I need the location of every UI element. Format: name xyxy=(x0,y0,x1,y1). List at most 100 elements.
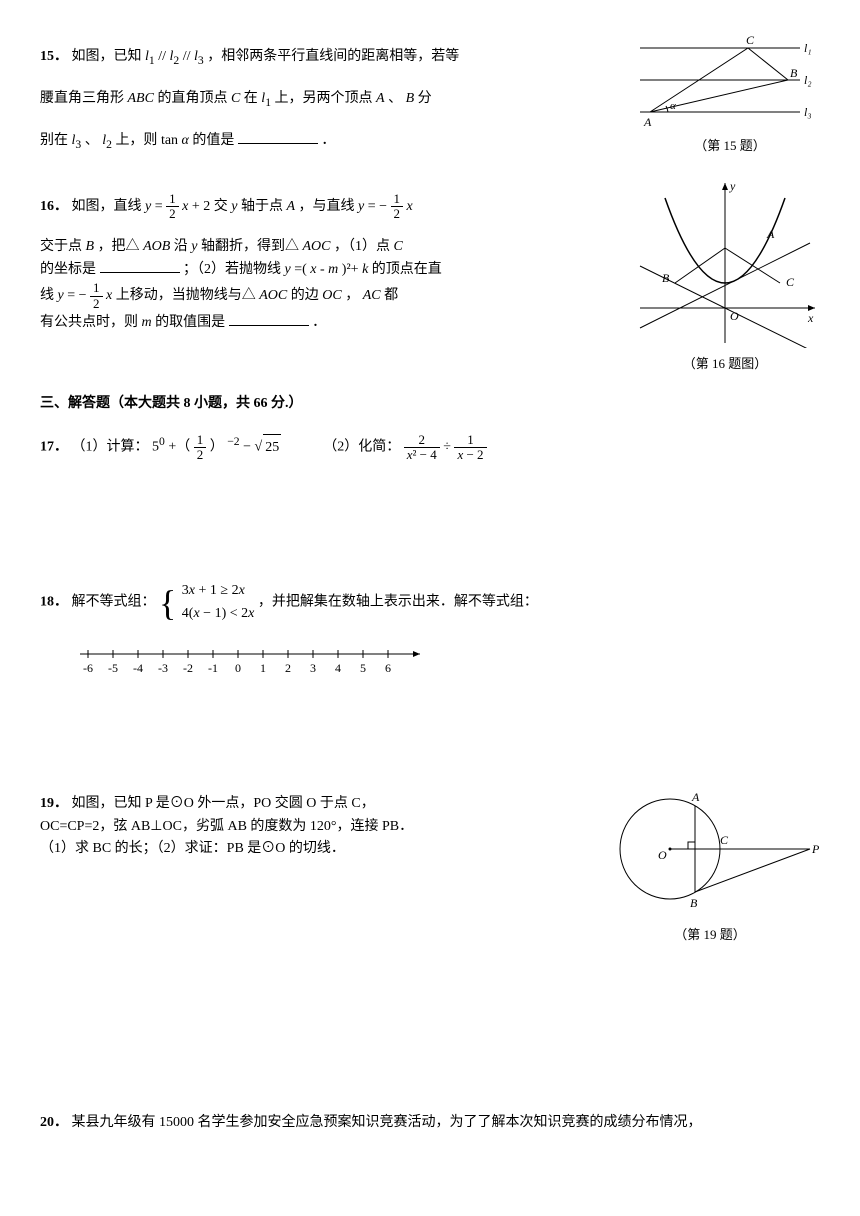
q16-figure-col: O x y A B C （第 16 题图） xyxy=(630,178,820,377)
q15-caption: （第 15 题） xyxy=(640,134,820,159)
q16-l4d: ， xyxy=(345,288,359,303)
q16-l2c: 沿 xyxy=(174,239,192,254)
q17-number: 17． xyxy=(40,440,68,455)
q18-number: 18． xyxy=(40,595,68,610)
q16-l3c: =( xyxy=(294,262,307,277)
q15-alpha: α xyxy=(182,133,189,148)
q16-kv: k xyxy=(362,262,368,277)
q19-A: A xyxy=(691,790,700,804)
q18-number-line: -6-5-4-3-2-10123456 xyxy=(70,639,430,679)
q16-l3f: 的顶点在直 xyxy=(372,262,442,277)
q19-text: 19． 如图，已知 P 是⊙O 外一点，PO 交圆 O 于点 C， OC=CP=… xyxy=(40,779,588,874)
q18-i2x2: x xyxy=(248,606,254,621)
q19-P: P xyxy=(811,842,820,856)
q15-number: 15． xyxy=(40,49,68,64)
q16-AOB: AOB xyxy=(143,239,170,254)
q17-m: − xyxy=(243,440,251,455)
q15-l2s: 2 xyxy=(173,54,179,67)
svg-text:0: 0 xyxy=(235,661,241,675)
q17-rad: √ xyxy=(255,440,263,455)
svg-text:1: 1 xyxy=(260,661,266,675)
svg-text:-2: -2 xyxy=(183,661,193,675)
q19-caption: （第 19 题） xyxy=(600,923,820,948)
q16-eq1p2: + 2 xyxy=(192,199,210,214)
q20-text: 某县九年级有 15000 名学生参加安全应急预案知识竞赛活动，为了了解本次知识竞… xyxy=(72,1115,702,1130)
q15-fig-l3: l₃ xyxy=(804,105,812,119)
q16-eq3eq: = − xyxy=(67,288,90,303)
q17-exp: −2 xyxy=(227,435,239,448)
question-20: 20． 某县九年级有 15000 名学生参加安全应急预案知识竞赛活动，为了了解本… xyxy=(40,1110,820,1137)
q19-number: 19． xyxy=(40,796,68,811)
q15-t3d: 的值是 xyxy=(192,133,234,148)
q16-l2e: ，（1）点 xyxy=(334,239,394,254)
svg-text:4: 4 xyxy=(335,661,341,675)
q18-i1a: 3 xyxy=(182,583,189,598)
q18-a: 解不等式组： xyxy=(72,595,156,610)
q15-figure-col: l₁ l₂ l₃ A B C α （第 15 题） xyxy=(640,30,820,159)
q20-number: 20． xyxy=(40,1115,68,1130)
q16-mv: m xyxy=(328,262,338,277)
q15-t2e: 、 xyxy=(388,91,402,106)
q15-t2f: 分 xyxy=(418,91,432,106)
q16-l5b: 的取值围是 xyxy=(155,315,225,330)
q16-number: 16． xyxy=(40,199,68,214)
q17-div: ÷ xyxy=(443,440,454,455)
q16-l3b: ；（2）若抛物线 xyxy=(183,262,285,277)
q18-i2a: 4( xyxy=(182,606,194,621)
q16-AOC: AOC xyxy=(303,239,331,254)
q17-hd: 2 xyxy=(194,448,207,462)
question-19: 19． 如图，已知 P 是⊙O 外一点，PO 交圆 O 于点 C， OC=CP=… xyxy=(40,779,820,948)
q16-fig-y: y xyxy=(729,179,736,193)
q16-figure: O x y A B C xyxy=(630,178,820,348)
q16-eq1n: 1 xyxy=(166,192,179,207)
question-16: 16． 如图，直线 y = 12 x + 2 交 y 轴于点 A ，与直线 y … xyxy=(40,178,820,377)
q16-l3e: )²+ xyxy=(342,262,359,277)
q17-hn: 1 xyxy=(194,433,207,448)
q15-t3c: 上，则 xyxy=(115,133,157,148)
q18-i1b: + 1 ≥ 2 xyxy=(195,583,239,598)
q16-eq2d: 2 xyxy=(391,207,404,221)
q15-fig-C: C xyxy=(746,33,755,47)
q15-text: 15． 如图，已知 l1 // l2 // l3 ，相邻两条平行直线间的距离相等… xyxy=(40,30,628,170)
q15-t2d: 上，另两个顶点 xyxy=(275,91,377,106)
svg-text:-3: -3 xyxy=(158,661,168,675)
q19-l3: （1）求 BC 的长；（2）求证：PB 是⊙O 的切线． xyxy=(40,841,345,856)
q16-l5a: 有公共点时，则 xyxy=(40,315,142,330)
q16-mv2: m xyxy=(142,315,152,330)
q15-l3s: 3 xyxy=(198,54,204,67)
q16-l1d: ，与直线 xyxy=(299,199,359,214)
q16-yv: y xyxy=(285,262,291,277)
q19-O: O xyxy=(658,848,667,862)
q15-l1s: 1 xyxy=(149,54,155,67)
q15-fig-l2: l₂ xyxy=(804,73,812,87)
q16-eq1d: 2 xyxy=(166,207,179,221)
q15-figure: l₁ l₂ l₃ A B C α xyxy=(640,30,820,130)
q16-eq1eq: = xyxy=(155,199,166,214)
q18-i1x2: x xyxy=(239,583,245,598)
q16-fig-B: B xyxy=(662,271,670,285)
q16-caption: （第 16 题图） xyxy=(630,352,820,377)
q19-figure-col: O A B C P （第 19 题） xyxy=(600,779,820,948)
q16-fig-A: A xyxy=(766,227,775,241)
svg-text:-1: -1 xyxy=(208,661,218,675)
q15-C: C xyxy=(231,91,240,106)
q16-blank2 xyxy=(229,311,309,326)
q16-eq3x: x xyxy=(106,288,112,303)
q16-l3a: 的坐标是 xyxy=(40,262,96,277)
q15-l3sb: 3 xyxy=(75,138,81,151)
q16-l3d: - xyxy=(320,262,328,277)
question-17: 17． （1）计算： 50 +（ 12 ） −2 − √25 （2）化简： 2x… xyxy=(40,431,820,462)
q15-A: A xyxy=(376,91,385,106)
q15-t3a: 别在 xyxy=(40,133,68,148)
q16-eq2eq: = − xyxy=(368,199,391,214)
q15-B: B xyxy=(406,91,415,106)
q18-b: ，并把解集在数轴上表示出来．解不等式组： xyxy=(258,595,538,610)
q18-brace: { xyxy=(159,585,176,621)
svg-text:6: 6 xyxy=(385,661,391,675)
q16-A: A xyxy=(286,199,295,214)
q16-AC: AC xyxy=(363,288,381,303)
q16-l4c: 的边 xyxy=(291,288,323,303)
q16-l1b: 交 xyxy=(214,199,232,214)
q16-xv: x xyxy=(310,262,316,277)
q16-l2a: 交于点 xyxy=(40,239,86,254)
